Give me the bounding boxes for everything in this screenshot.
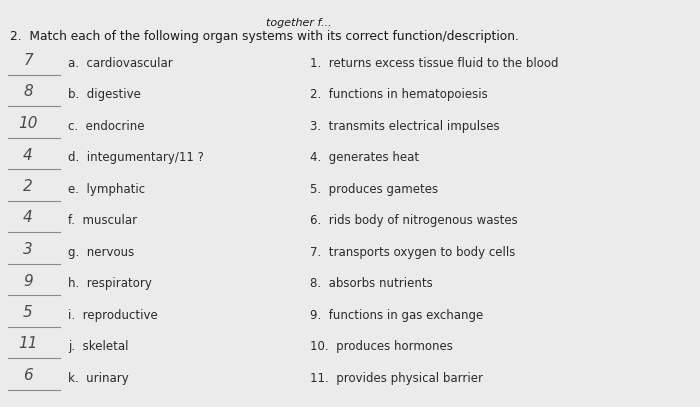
Text: 4.  generates heat: 4. generates heat <box>310 151 419 164</box>
Text: 9: 9 <box>23 274 33 289</box>
Text: 9.  functions in gas exchange: 9. functions in gas exchange <box>310 309 483 322</box>
Text: c.  endocrine: c. endocrine <box>68 120 144 133</box>
Text: 8.  absorbs nutrients: 8. absorbs nutrients <box>310 277 433 290</box>
Text: 10.  produces hormones: 10. produces hormones <box>310 340 453 353</box>
Text: 5: 5 <box>23 305 33 320</box>
Text: 5.  produces gametes: 5. produces gametes <box>310 182 438 195</box>
Text: 1.  returns excess tissue fluid to the blood: 1. returns excess tissue fluid to the bl… <box>310 57 559 70</box>
Text: 2.  Match each of the following organ systems with its correct function/descript: 2. Match each of the following organ sys… <box>10 30 519 43</box>
Text: 3: 3 <box>23 242 33 257</box>
Text: b.  digestive: b. digestive <box>68 88 141 101</box>
Text: 7.  transports oxygen to body cells: 7. transports oxygen to body cells <box>310 245 515 258</box>
Text: 6.  rids body of nitrogenous wastes: 6. rids body of nitrogenous wastes <box>310 214 518 227</box>
Text: e.  lymphatic: e. lymphatic <box>68 182 145 195</box>
Text: 11.  provides physical barrier: 11. provides physical barrier <box>310 372 483 385</box>
Text: 10: 10 <box>18 116 38 131</box>
Text: i.  reproductive: i. reproductive <box>68 309 158 322</box>
Text: 6: 6 <box>23 368 33 383</box>
Text: k.  urinary: k. urinary <box>68 372 129 385</box>
Text: j.  skeletal: j. skeletal <box>68 340 129 353</box>
Text: 11: 11 <box>18 337 38 352</box>
Text: 4: 4 <box>23 210 33 225</box>
Text: 2.  functions in hematopoiesis: 2. functions in hematopoiesis <box>310 88 488 101</box>
Text: d.  integumentary/11 ?: d. integumentary/11 ? <box>68 151 204 164</box>
Text: h.  respiratory: h. respiratory <box>68 277 152 290</box>
Text: 7: 7 <box>23 53 33 68</box>
Text: g.  nervous: g. nervous <box>68 245 134 258</box>
Text: a.  cardiovascular: a. cardiovascular <box>68 57 173 70</box>
Text: together f...: together f... <box>266 18 332 28</box>
Text: 4: 4 <box>23 147 33 162</box>
Text: f.  muscular: f. muscular <box>68 214 137 227</box>
Text: 8: 8 <box>23 85 33 99</box>
Text: 3.  transmits electrical impulses: 3. transmits electrical impulses <box>310 120 500 133</box>
Text: 2: 2 <box>23 179 33 194</box>
